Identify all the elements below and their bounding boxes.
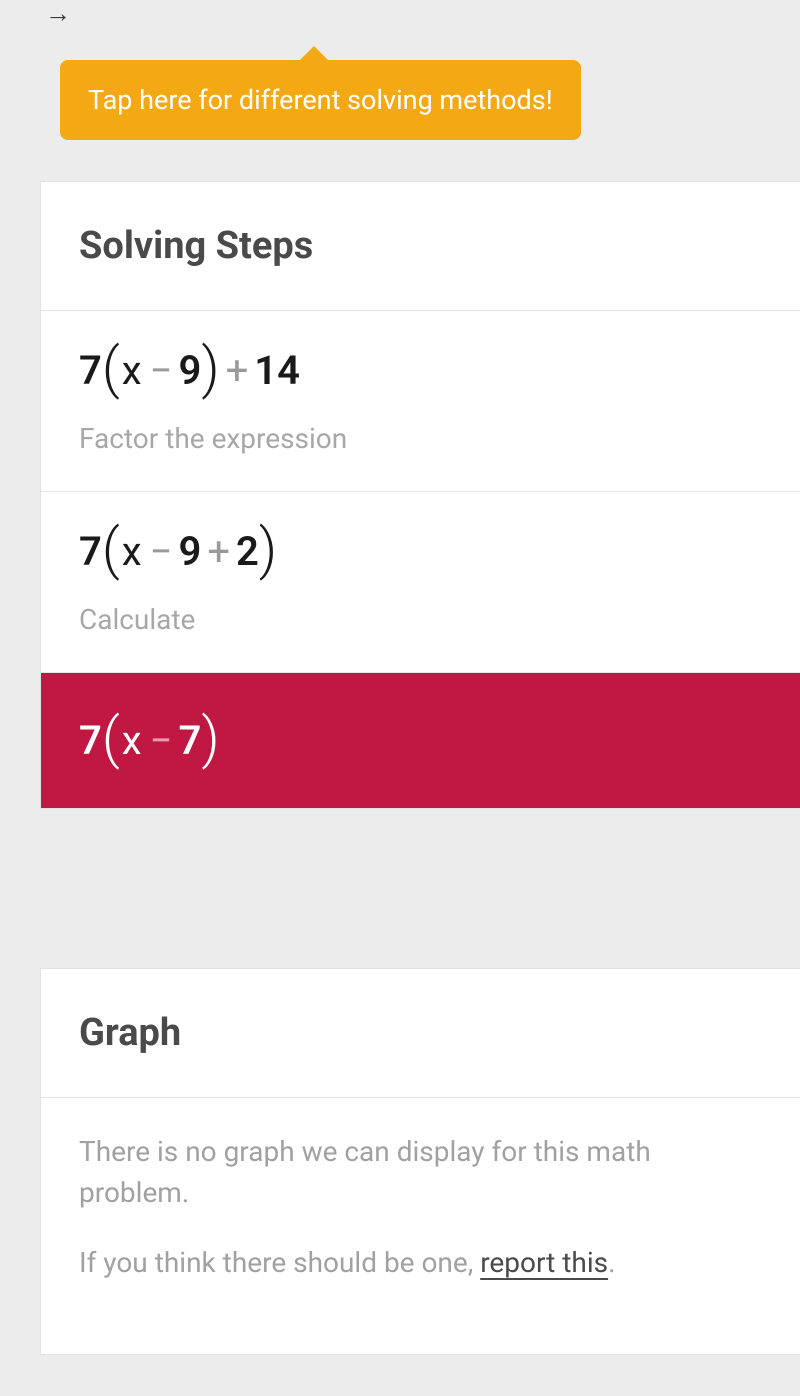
tooltip-text: Tap here for different solving methods!: [88, 84, 553, 116]
card-header: Graph: [41, 969, 800, 1098]
solving-steps-card: Solving Steps 7 ( x − 9 ) + 14 Factor th…: [40, 181, 800, 809]
var: x: [120, 347, 144, 394]
card-title: Graph: [79, 1011, 762, 1055]
graph-message-2: If you think there should be one, report…: [79, 1243, 762, 1284]
val: 9: [178, 528, 201, 575]
methods-tooltip[interactable]: Tap here for different solving methods!: [60, 60, 581, 140]
coef: 7: [79, 528, 102, 575]
op-plus: +: [220, 347, 255, 394]
val: 2: [236, 528, 259, 575]
val: 14: [254, 347, 300, 394]
val: 9: [178, 347, 201, 394]
step-1-hint: Factor the expression: [79, 422, 762, 455]
graph-line2-post: .: [608, 1246, 615, 1279]
step-1[interactable]: 7 ( x − 9 ) + 14 Factor the expression: [41, 311, 800, 492]
rparen: ): [259, 530, 277, 569]
graph-card: Graph There is no graph we can display f…: [40, 968, 800, 1355]
lparen: (: [102, 719, 120, 758]
report-link[interactable]: report this: [480, 1246, 608, 1279]
coef: 7: [79, 347, 102, 394]
graph-body: There is no graph we can display for thi…: [41, 1098, 800, 1354]
step-2-hint: Calculate: [79, 603, 762, 636]
coef: 7: [79, 717, 102, 764]
graph-message-1: There is no graph we can display for thi…: [79, 1132, 762, 1213]
op-minus: −: [144, 347, 179, 394]
card-title: Solving Steps: [79, 224, 762, 268]
step-2[interactable]: 7 ( x − 9 + 2 ) Calculate: [41, 492, 800, 673]
op-minus: −: [144, 717, 179, 764]
val: 7: [178, 717, 201, 764]
var: x: [120, 717, 144, 764]
graph-line2-pre: If you think there should be one,: [79, 1246, 480, 1279]
step-1-expression: 7 ( x − 9 ) + 14: [79, 347, 762, 394]
rparen: ): [201, 349, 219, 388]
var: x: [120, 528, 144, 575]
step-2-expression: 7 ( x − 9 + 2 ): [79, 528, 762, 575]
lparen: (: [102, 530, 120, 569]
rparen: ): [201, 719, 219, 758]
op-plus: +: [201, 528, 236, 575]
answer-expression: 7 ( x − 7 ): [79, 717, 762, 764]
card-header: Solving Steps: [41, 182, 800, 311]
lparen: (: [102, 349, 120, 388]
back-arrow-icon[interactable]: →: [45, 0, 71, 29]
op-minus: −: [144, 528, 179, 575]
answer-step[interactable]: 7 ( x − 7 ): [41, 673, 800, 808]
